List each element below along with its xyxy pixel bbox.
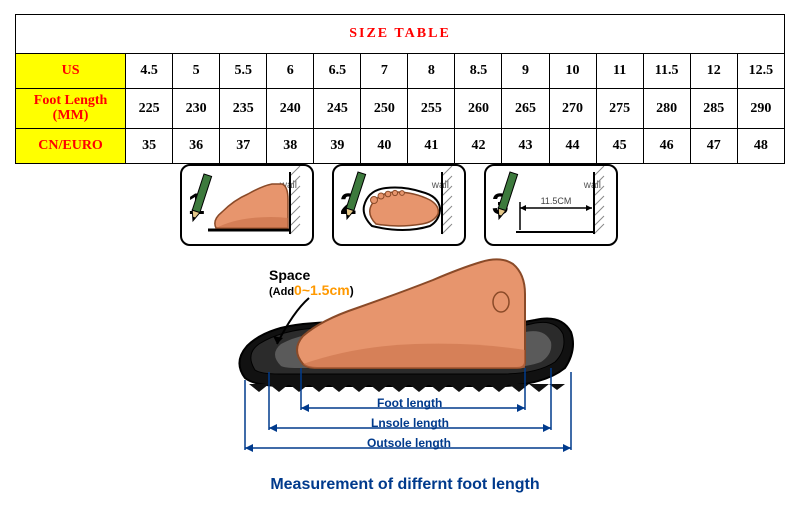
cneuro-cell: 38 [267, 128, 314, 163]
foot-cell: 260 [455, 89, 502, 129]
foot-cell: 270 [549, 89, 596, 129]
foot-cell: 250 [361, 89, 408, 129]
cneuro-row: CN/EURO 35 36 37 38 39 40 41 42 43 44 45… [16, 128, 785, 163]
foot-cell: 275 [596, 89, 643, 129]
step-1-icon [182, 166, 312, 244]
cneuro-cell: 46 [643, 128, 690, 163]
cneuro-cell: 40 [361, 128, 408, 163]
size-table: SIZE TABLE US 4.5 5 5.5 6 6.5 7 8 8.5 9 … [15, 14, 785, 164]
step-diagrams: 1 wall [180, 164, 618, 246]
cneuro-cell: 48 [737, 128, 784, 163]
step-3: 3 wall 11.5CM [484, 164, 618, 246]
step-2-icon [334, 166, 464, 244]
cneuro-cell: 42 [455, 128, 502, 163]
cneuro-cell: 45 [596, 128, 643, 163]
us-cell: 11 [596, 54, 643, 89]
size-table-title: SIZE TABLE [16, 15, 785, 54]
foot-length-label: Foot length [377, 396, 442, 410]
cneuro-cell: 47 [690, 128, 737, 163]
step-2: 2 wall [332, 164, 466, 246]
foot-row: Foot Length (MM) 225 230 235 240 245 250… [16, 89, 785, 129]
us-cell: 6 [267, 54, 314, 89]
foot-cell: 230 [173, 89, 220, 129]
us-row: US 4.5 5 5.5 6 6.5 7 8 8.5 9 10 11 11.5 … [16, 54, 785, 89]
outsole-length-label: Outsole length [367, 436, 451, 450]
foot-cell: 225 [126, 89, 173, 129]
foot-cell: 280 [643, 89, 690, 129]
step-3-length-text: 11.5CM [541, 196, 572, 206]
us-cell: 11.5 [643, 54, 690, 89]
us-cell: 10 [549, 54, 596, 89]
foot-cell: 265 [502, 89, 549, 129]
us-cell: 12 [690, 54, 737, 89]
cneuro-cell: 43 [502, 128, 549, 163]
cneuro-row-head: CN/EURO [16, 128, 126, 163]
us-cell: 4.5 [126, 54, 173, 89]
foot-cell: 285 [690, 89, 737, 129]
shoe-diagram: Space (Add0~1.5cm) [225, 250, 585, 480]
us-row-head: US [16, 54, 126, 89]
us-cell: 9 [502, 54, 549, 89]
foot-row-head: Foot Length (MM) [16, 89, 126, 129]
foot-cell: 245 [314, 89, 361, 129]
foot-cell: 290 [737, 89, 784, 129]
us-cell: 8 [408, 54, 455, 89]
title-row: SIZE TABLE [16, 15, 785, 54]
us-cell: 5.5 [220, 54, 267, 89]
us-cell: 7 [361, 54, 408, 89]
insole-length-label: Lnsole length [371, 416, 449, 430]
cneuro-cell: 37 [220, 128, 267, 163]
foot-row-head-l2: (MM) [16, 108, 125, 123]
size-table-wrapper: SIZE TABLE US 4.5 5 5.5 6 6.5 7 8 8.5 9 … [15, 14, 785, 164]
cneuro-cell: 39 [314, 128, 361, 163]
us-cell: 12.5 [737, 54, 784, 89]
diagram-caption: Measurement of differnt foot length [225, 476, 585, 494]
foot-cell: 240 [267, 89, 314, 129]
step-1: 1 wall [180, 164, 314, 246]
cneuro-cell: 41 [408, 128, 455, 163]
foot-cell: 235 [220, 89, 267, 129]
foot-cell: 255 [408, 89, 455, 129]
us-cell: 5 [173, 54, 220, 89]
us-cell: 6.5 [314, 54, 361, 89]
foot-row-head-l1: Foot Length [16, 93, 125, 108]
cneuro-cell: 36 [173, 128, 220, 163]
us-cell: 8.5 [455, 54, 502, 89]
cneuro-cell: 44 [549, 128, 596, 163]
page: SIZE TABLE US 4.5 5 5.5 6 6.5 7 8 8.5 9 … [0, 0, 800, 513]
step-3-icon: 11.5CM [486, 166, 616, 244]
cneuro-cell: 35 [126, 128, 173, 163]
